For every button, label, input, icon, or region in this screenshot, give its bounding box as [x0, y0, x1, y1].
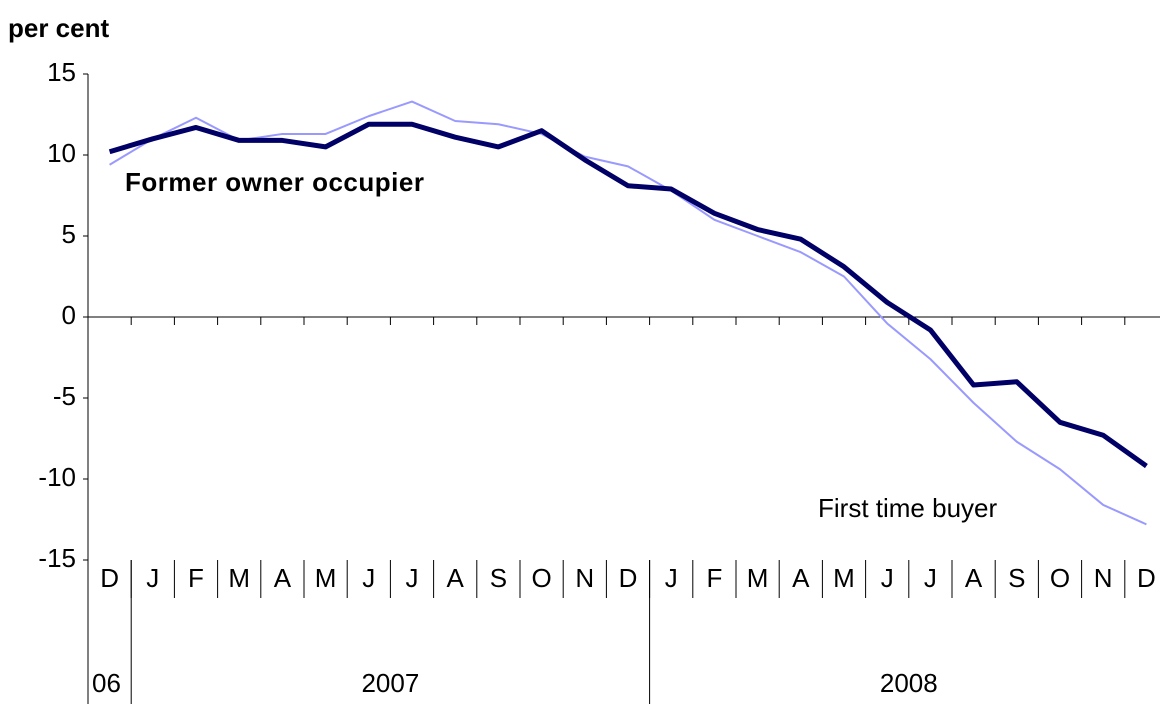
x-tick-label: J [146, 563, 159, 593]
y-tick-label: -5 [53, 381, 76, 411]
x-tick-label: D [619, 563, 638, 593]
y-tick-label: -15 [38, 543, 76, 573]
x-tick-label: D [1137, 563, 1156, 593]
y-tick-label: 15 [47, 57, 76, 87]
x-tick-label: O [1050, 563, 1070, 593]
year-label: 2007 [361, 668, 419, 698]
x-tick-label: D [100, 563, 119, 593]
x-tick-label: A [447, 563, 465, 593]
x-tick-label: N [575, 563, 594, 593]
x-tick-label: A [274, 563, 292, 593]
series-line [109, 100, 1147, 526]
x-tick-label: A [965, 563, 983, 593]
x-tick-label: M [315, 563, 337, 593]
series-label: First time buyer [818, 493, 997, 523]
x-tick-label: S [490, 563, 507, 593]
x-tick-label: J [924, 563, 937, 593]
x-tick-label: J [362, 563, 375, 593]
y-tick-label: 0 [62, 300, 76, 330]
x-tick-label: J [881, 563, 894, 593]
x-tick-label: N [1094, 563, 1113, 593]
year-label: 2008 [880, 668, 938, 698]
x-tick-label: J [406, 563, 419, 593]
x-tick-label: F [706, 563, 722, 593]
series-label: Former owner occupier [125, 167, 424, 197]
y-tick-label: 10 [47, 138, 76, 168]
y-axis-label: per cent [8, 13, 109, 43]
year-label: 06 [92, 668, 121, 698]
y-tick-label: -10 [38, 462, 76, 492]
x-tick-label: M [833, 563, 855, 593]
x-tick-label: J [665, 563, 678, 593]
x-tick-label: M [228, 563, 250, 593]
x-tick-label: A [792, 563, 810, 593]
x-tick-label: M [747, 563, 769, 593]
x-tick-label: S [1008, 563, 1025, 593]
x-tick-label: F [188, 563, 204, 593]
y-tick-label: 5 [62, 219, 76, 249]
x-tick-label: O [531, 563, 551, 593]
series-line [108, 121, 1148, 469]
